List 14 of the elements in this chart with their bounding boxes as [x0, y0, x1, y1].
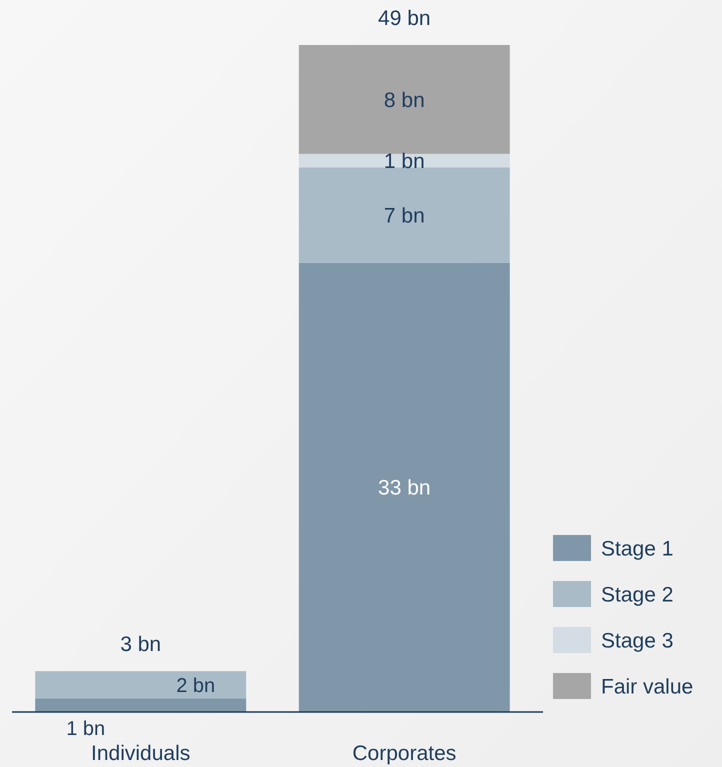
total-label: 49 bn	[378, 7, 431, 30]
data-label: 8 bn	[384, 88, 425, 112]
legend-label: Stage 3	[601, 629, 674, 652]
total-label: 3 bn	[120, 633, 162, 656]
legend-label: Stage 1	[601, 537, 674, 560]
legend-label: Fair value	[601, 675, 694, 698]
data-label: 33 bn	[378, 476, 431, 500]
data-label: 2 bn	[176, 674, 216, 697]
data-label: 7 bn	[384, 204, 425, 228]
data-label: 1 bn	[384, 150, 425, 174]
data-label: 1 bn	[66, 718, 106, 740]
x-tick-label: Individuals	[91, 742, 190, 765]
x-tick-label: Corporates	[352, 742, 456, 765]
legend-label: Stage 2	[601, 583, 674, 606]
